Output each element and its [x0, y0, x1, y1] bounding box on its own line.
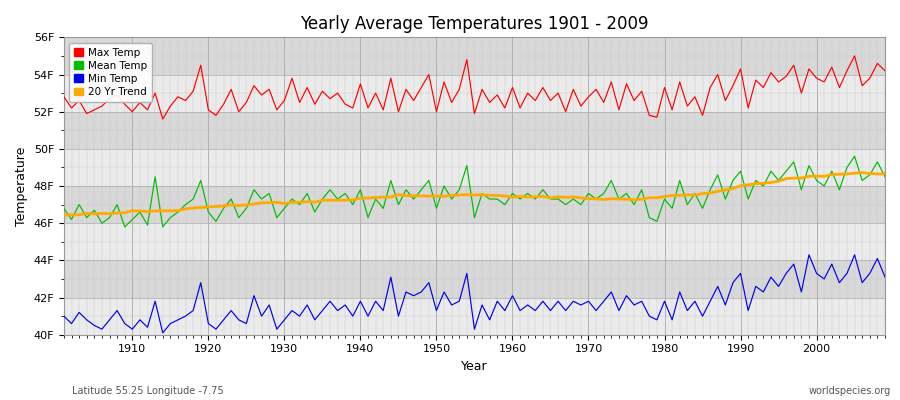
Text: worldspecies.org: worldspecies.org — [809, 386, 891, 396]
Bar — [64, 149, 885, 186]
Y-axis label: Temperature: Temperature — [15, 146, 28, 226]
Text: Latitude 55.25 Longitude -7.75: Latitude 55.25 Longitude -7.75 — [72, 386, 223, 396]
Bar — [64, 223, 885, 260]
Bar — [64, 37, 885, 74]
Bar — [64, 112, 885, 149]
X-axis label: Year: Year — [461, 360, 488, 373]
Bar — [64, 186, 885, 223]
Bar — [64, 298, 885, 335]
Legend: Max Temp, Mean Temp, Min Temp, 20 Yr Trend: Max Temp, Mean Temp, Min Temp, 20 Yr Tre… — [69, 42, 152, 102]
Bar — [64, 260, 885, 298]
Bar — [64, 74, 885, 112]
Title: Yearly Average Temperatures 1901 - 2009: Yearly Average Temperatures 1901 - 2009 — [301, 15, 649, 33]
